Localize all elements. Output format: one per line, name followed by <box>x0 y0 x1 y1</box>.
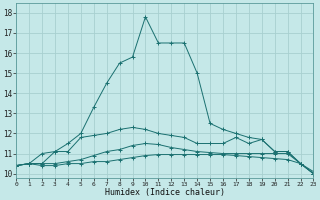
X-axis label: Humidex (Indice chaleur): Humidex (Indice chaleur) <box>105 188 225 197</box>
